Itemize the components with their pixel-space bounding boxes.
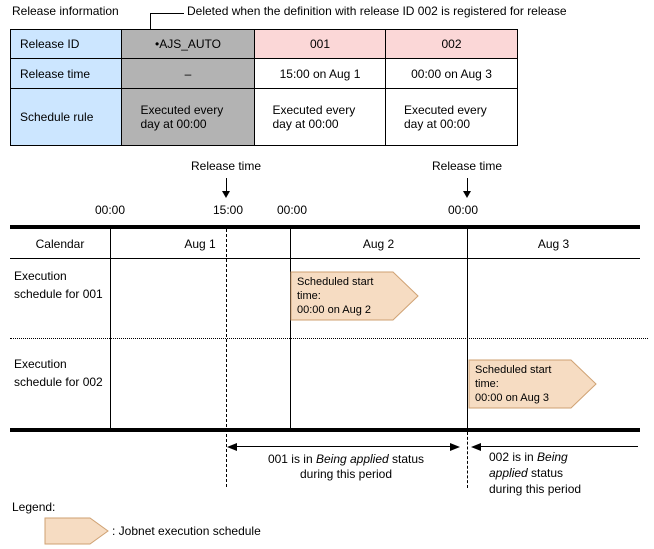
- table-row: Schedule rule Executed every day at 00:0…: [10, 88, 518, 146]
- release-time-arrow-2: [467, 178, 468, 192]
- schedule-rows-dotted-divider: [10, 338, 648, 339]
- schedule-rule-ajs-auto-cell: Executed every day at 00:00: [121, 88, 255, 146]
- release-time-001-cell: 15:00 on Aug 1: [254, 58, 386, 89]
- calendar-header-label: Calendar: [35, 237, 85, 251]
- banner-002-text: Scheduled start time: 00:00 on Aug 3: [475, 364, 552, 404]
- release-time-ajs-auto-cell: –: [121, 58, 255, 89]
- release-time-marker-2-label: Release time: [431, 159, 503, 173]
- release-time-1-dashed-line: [226, 229, 227, 487]
- callout-line-horizontal: [150, 13, 184, 14]
- row-label-execution-schedule-002: Execution schedule for 002: [14, 357, 103, 389]
- release-time-marker-1-label: Release time: [190, 159, 262, 173]
- jobnet-schedule-banner-002: [468, 359, 597, 409]
- release-time-2-dashed-line: [467, 432, 468, 488]
- arrow-right-icon: [450, 443, 460, 451]
- timeline-bottom-border: [10, 428, 640, 432]
- timeline-top-border: [10, 225, 640, 229]
- jobnet-schedule-legend-icon: [44, 517, 109, 545]
- period-002-arrow-line: [480, 446, 638, 447]
- time-label-1500: 15:00: [212, 203, 244, 217]
- time-label-0000-c: 00:00: [447, 203, 479, 217]
- legend-title: Legend:: [12, 500, 56, 514]
- release-id-header-cell: Release ID: [10, 29, 122, 59]
- release-time-header-cell: Release time: [10, 58, 122, 89]
- deleted-note-label: Deleted when the definition with release…: [187, 4, 567, 18]
- time-label-0000-b: 00:00: [276, 203, 308, 217]
- bullet-icon: •: [154, 37, 160, 51]
- status-002-text: 002 is in Being applied status during th…: [489, 450, 582, 496]
- release-id-ajs-auto-cell: •AJS_AUTO: [121, 29, 255, 59]
- column-divider-calendar: [110, 229, 111, 428]
- period-001-arrow-line: [236, 446, 452, 447]
- column-divider-aug3: [467, 229, 468, 428]
- schedule-rule-header-cell: Schedule rule: [10, 88, 122, 146]
- arrow-down-icon: [463, 191, 471, 198]
- row-label-execution-schedule-001: Execution schedule for 001: [14, 269, 103, 301]
- banner-001-text: Scheduled start time: 00:00 on Aug 2: [297, 276, 374, 316]
- day-label-aug1: Aug 1: [184, 237, 216, 251]
- schedule-rule-002-cell: Executed every day at 00:00: [385, 88, 518, 146]
- table-row: Release ID •AJS_AUTO 001 002: [10, 29, 518, 59]
- release-time-002-cell: 00:00 on Aug 3: [385, 58, 518, 89]
- release-information-label: Release information: [12, 4, 119, 18]
- status-001-text: 001 is in Being applied status during th…: [267, 452, 425, 481]
- arrow-left-icon: [471, 443, 481, 451]
- release-time-arrow-1: [226, 178, 227, 192]
- day-label-aug2: Aug 2: [362, 237, 395, 251]
- table-row: Release time – 15:00 on Aug 1 00:00 on A…: [10, 58, 518, 89]
- callout-line-vertical: [150, 13, 151, 38]
- time-label-0000-a: 00:00: [94, 203, 126, 217]
- schedule-rule-001-cell: Executed every day at 00:00: [254, 88, 386, 146]
- calendar-row-divider: [10, 258, 640, 259]
- release-id-002-cell: 002: [385, 29, 518, 59]
- day-label-aug3: Aug 3: [537, 237, 570, 251]
- release-id-001-cell: 001: [254, 29, 386, 59]
- column-divider-aug2: [290, 229, 291, 428]
- release-information-table: Release ID •AJS_AUTO 001 002 Release tim…: [10, 29, 518, 146]
- arrow-left-icon: [227, 443, 237, 451]
- legend-item-label: : Jobnet execution schedule: [112, 524, 261, 538]
- arrow-down-icon: [222, 191, 230, 198]
- jobnet-schedule-banner-001: [290, 271, 419, 321]
